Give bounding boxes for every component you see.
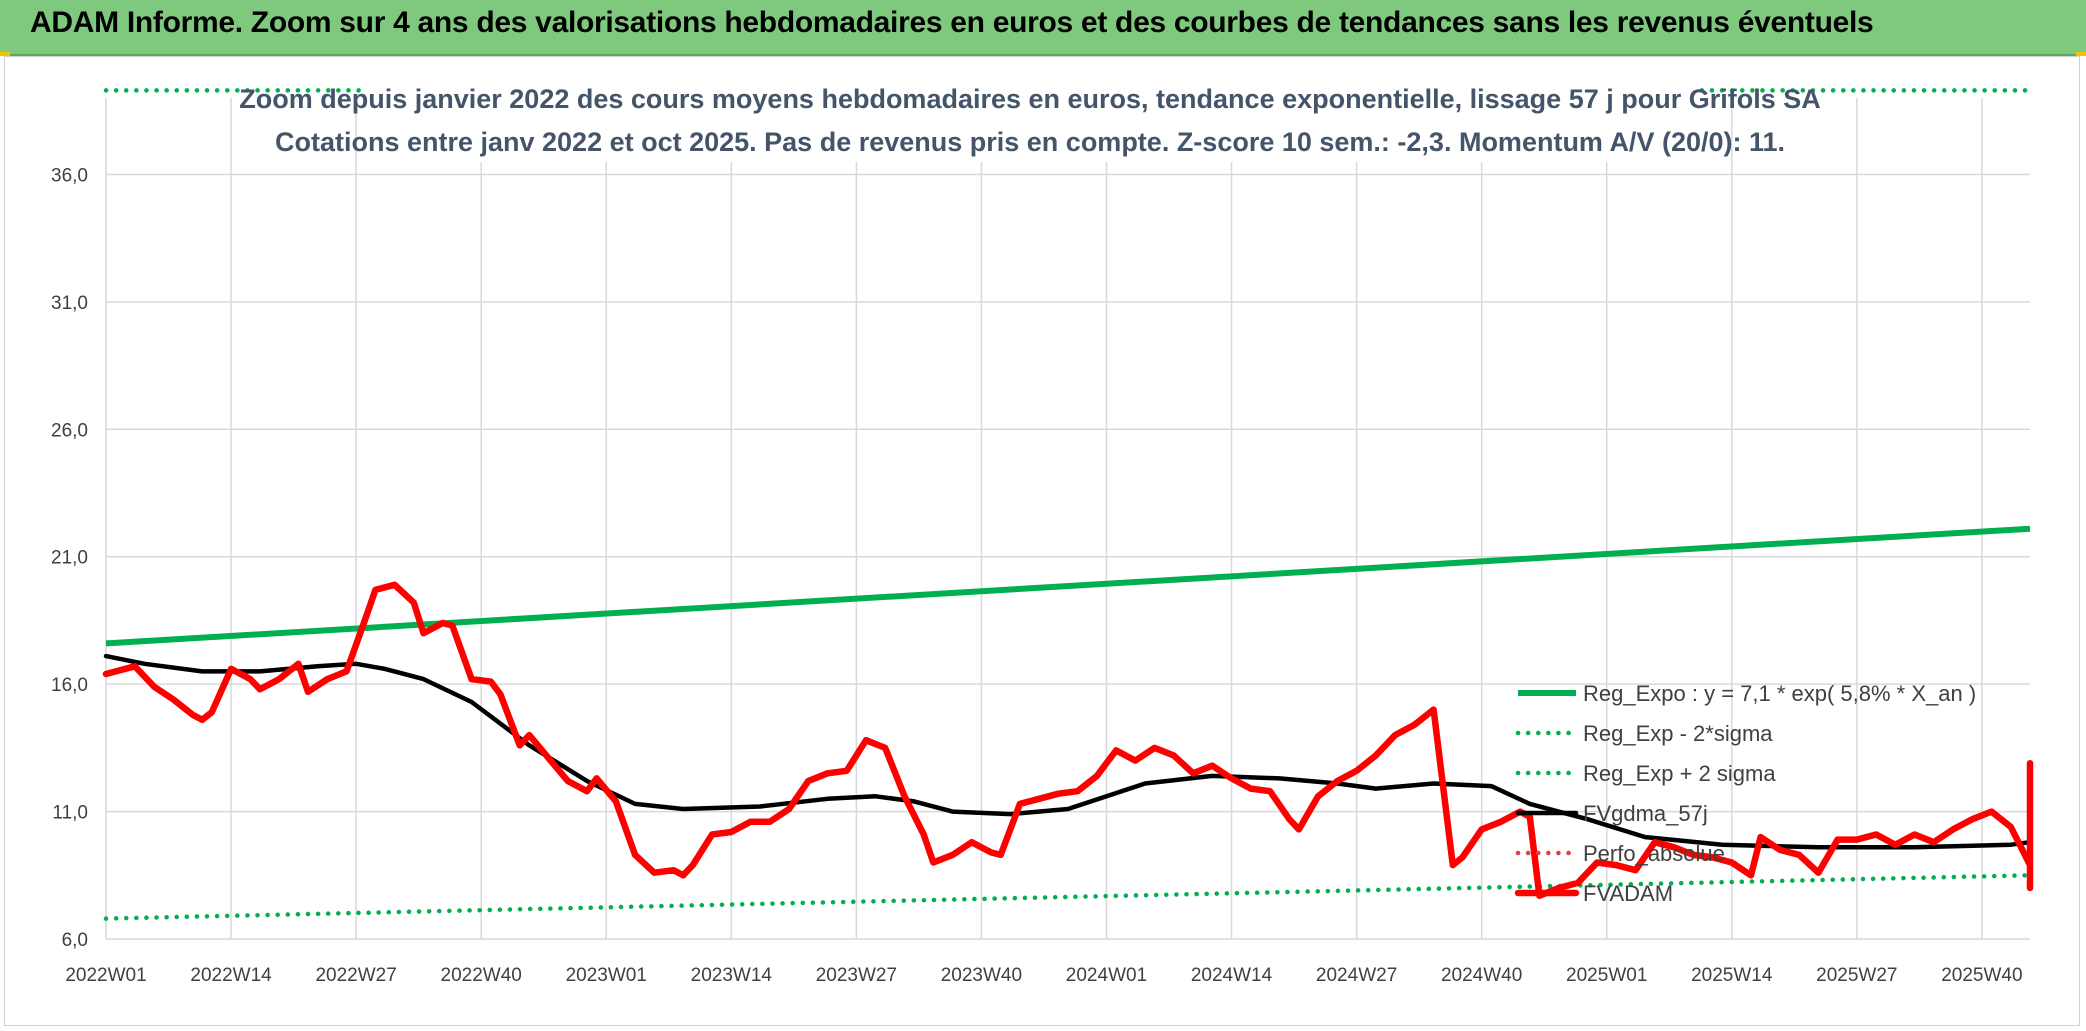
- y-tick-label: 6,0: [62, 930, 88, 951]
- legend-label: FVgdma_57j: [1583, 801, 1708, 826]
- series-line: [105, 525, 2031, 647]
- x-tick-label: 2025W14: [1691, 965, 1773, 986]
- x-tick-label: 2024W27: [1316, 965, 1397, 986]
- x-tick-label: 2023W27: [816, 965, 897, 986]
- corner-accent-left: [0, 52, 10, 56]
- legend-label: Reg_Exp - 2*sigma: [1583, 721, 1773, 746]
- y-tick-label: 36,0: [51, 165, 88, 186]
- x-tick-label: 2025W27: [1816, 965, 1897, 986]
- series-lines: [102, 88, 2034, 921]
- x-tick-label: 2022W40: [441, 965, 522, 986]
- legend-label: Reg_Exp + 2 sigma: [1583, 761, 1776, 786]
- x-tick-label: 2025W40: [1941, 965, 2022, 986]
- chart-subtitle: Cotations entre janv 2022 et oct 2025. P…: [275, 127, 1785, 157]
- y-tick-label: 11,0: [52, 803, 88, 824]
- x-tick-label: 2023W01: [566, 965, 647, 986]
- title-background: [365, 82, 1695, 162]
- x-axis-ticks: 2022W01 2022W14 2022W27 2022W40 2023W01 2023W…: [65, 965, 2022, 986]
- x-tick-label: 2025W01: [1566, 965, 1647, 986]
- report-title: ADAM Informe. Zoom sur 4 ans des valoris…: [30, 6, 1874, 39]
- x-tick-label: 2023W14: [691, 965, 773, 986]
- x-tick-label: 2024W40: [1441, 965, 1522, 986]
- x-tick-label: 2022W01: [65, 965, 146, 986]
- x-tick-label: 2022W27: [315, 965, 396, 986]
- x-tick-label: 2023W40: [941, 965, 1022, 986]
- x-tick-label: 2024W14: [1191, 965, 1273, 986]
- y-tick-label: 31,0: [51, 293, 88, 314]
- x-tick-label: 2022W14: [190, 965, 272, 986]
- chart-title: Zoom depuis janvier 2022 des cours moyen…: [239, 84, 1821, 114]
- y-tick-label: 16,0: [51, 675, 88, 696]
- series-line: [102, 581, 2034, 899]
- y-tick-label: 26,0: [51, 420, 88, 441]
- chart-frame: [4, 56, 2080, 1026]
- x-tick-label: 2024W01: [1066, 965, 1147, 986]
- y-tick-label: 21,0: [51, 548, 88, 569]
- gridlines: [105, 98, 2030, 940]
- series-line: [103, 873, 2033, 921]
- report-header: ADAM Informe. Zoom sur 4 ans des valoris…: [0, 0, 2086, 56]
- corner-accent-right: [2076, 52, 2086, 56]
- legend-label: Perfo_absolue: [1583, 841, 1725, 866]
- legend-label: FVADAM: [1583, 881, 1673, 906]
- legend: Reg_Expo : y = 7,1 * exp( 5,8% * X_an ) R…: [1514, 681, 1976, 906]
- legend-label: Reg_Expo : y = 7,1 * exp( 5,8% * X_an ): [1583, 681, 1976, 706]
- y-axis-ticks: 6,0 11,0 16,0 21,0 26,0 31,0 36,0: [51, 165, 88, 951]
